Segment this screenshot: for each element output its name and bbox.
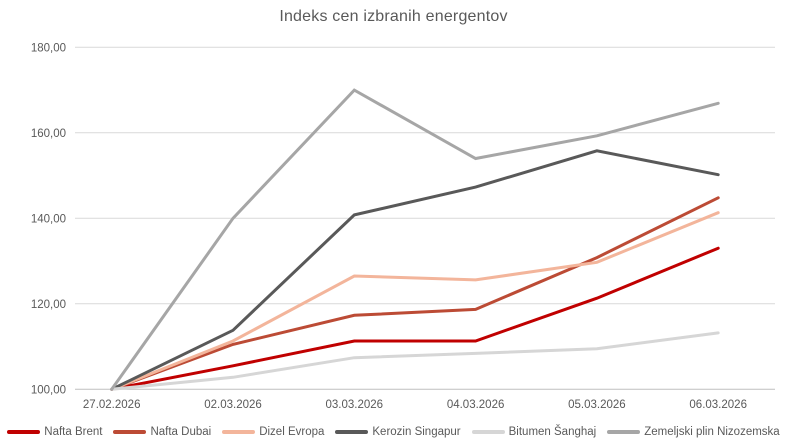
y-axis-tick-label: 160,00	[31, 128, 66, 140]
series-line-nafta-brent	[110, 246, 720, 391]
legend-item-zemeljski-plin-nizozemska: Zemeljski plin Nizozemska	[607, 426, 780, 438]
legend-label: Nafta Brent	[44, 426, 103, 438]
legend-line-marker	[113, 430, 147, 434]
y-axis-tick-label: 140,00	[31, 213, 66, 225]
chart-legend: Nafta Brent Nafta Dubai Dizel Evropa Kerozi…	[0, 426, 787, 438]
legend-label: Bitumen Šanghaj	[508, 426, 597, 438]
legend-item-dizel-evropa: Dizel Evropa	[222, 426, 324, 438]
legend-label: Nafta Dubai	[150, 426, 212, 438]
legend-item-bitumen-anghaj: Bitumen Šanghaj	[471, 426, 597, 438]
y-axis-tick-label: 120,00	[31, 299, 66, 311]
x-axis-tick-label: 04.03.2026	[447, 399, 505, 411]
series-line-kerozin-singapur	[110, 149, 720, 391]
x-axis-tick-label: 27.02.2026	[83, 399, 141, 411]
legend-item-nafta-dubai: Nafta Dubai	[113, 426, 211, 438]
x-axis-tick-label: 03.03.2026	[326, 399, 384, 411]
legend-line-marker	[471, 430, 505, 434]
series-line-zemeljski-plin-nizozemska	[110, 88, 720, 391]
legend-label: Dizel Evropa	[259, 426, 325, 438]
legend-line-marker	[7, 430, 41, 434]
legend-line-marker	[607, 430, 641, 434]
y-axis-tick-label: 180,00	[31, 42, 66, 54]
chart-title: Indeks cen izbranih energentov	[279, 8, 508, 25]
legend-label: Kerozin Singapur	[372, 426, 461, 438]
y-axis-tick-label: 100,00	[31, 384, 66, 396]
legend-label: Zemeljski plin Nizozemska	[644, 426, 780, 438]
x-axis-tick-label: 05.03.2026	[568, 399, 626, 411]
legend-line-marker	[222, 430, 256, 434]
series-line-dizel-evropa	[110, 211, 720, 391]
x-axis-tick-label: 06.03.2026	[689, 399, 747, 411]
legend-line-marker	[335, 430, 369, 434]
x-axis-tick-label: 02.03.2026	[204, 399, 262, 411]
series-line-bitumen-anghaj	[110, 331, 720, 391]
legend-item-kerozin-singapur: Kerozin Singapur	[335, 426, 461, 438]
series-line-nafta-dubai	[110, 196, 720, 391]
legend-item-nafta-brent: Nafta Brent	[7, 426, 102, 438]
